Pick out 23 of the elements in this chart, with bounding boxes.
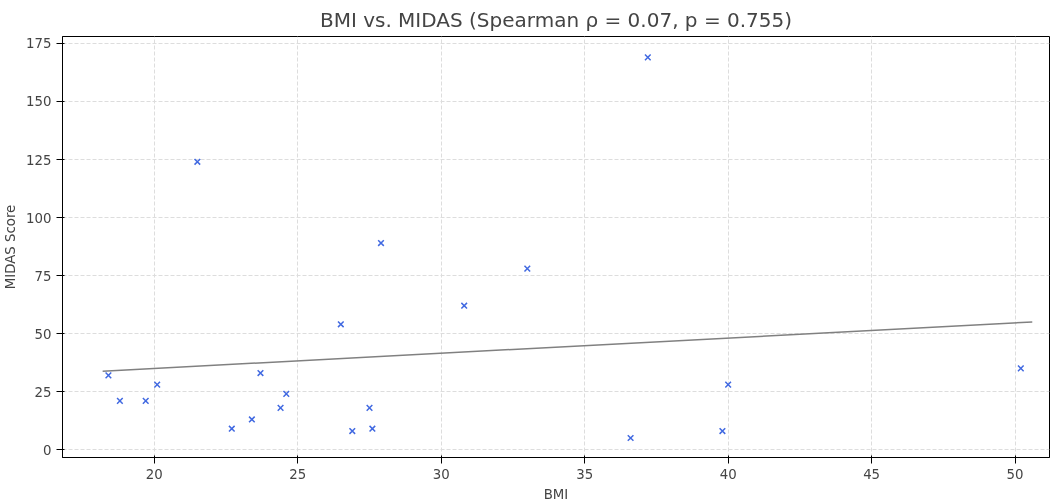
y-tick-label: 150 — [26, 94, 52, 110]
y-axis-title: MIDAS Score — [3, 204, 19, 290]
x-tick-label: 40 — [719, 466, 737, 482]
x-tick-label: 50 — [1006, 466, 1024, 482]
y-tick-label: 25 — [34, 384, 52, 400]
y-tick-label: 0 — [43, 442, 52, 458]
point — [256, 369, 265, 377]
y-tick-label: 125 — [26, 152, 52, 168]
y-tick-label: 75 — [34, 268, 52, 284]
x-tick-label: 30 — [432, 466, 450, 482]
point — [377, 239, 385, 247]
x-tick-label: 20 — [145, 466, 163, 482]
chart-title: BMI vs. MIDAS (Spearman ρ = 0.07, p = 0.755) — [319, 7, 793, 32]
x-tick-label: 25 — [289, 466, 307, 482]
point — [718, 427, 726, 435]
y-tick-label: 50 — [34, 326, 52, 342]
x-tick-label: 45 — [863, 466, 881, 482]
x-tick-label: 35 — [576, 466, 594, 482]
point — [116, 397, 124, 405]
y-tick-label: 100 — [26, 210, 52, 226]
y-tick-label: 175 — [26, 36, 52, 52]
point — [627, 434, 635, 442]
x-axis-title: BMI — [543, 486, 569, 502]
